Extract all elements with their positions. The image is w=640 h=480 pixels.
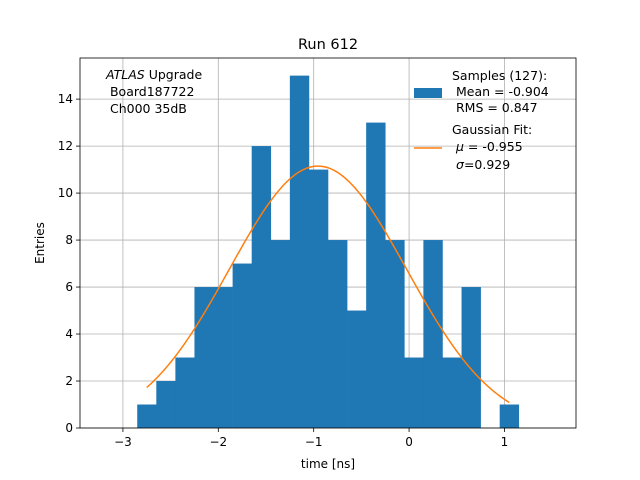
legend-samples-line-3: RMS = 0.847: [452, 100, 538, 115]
histogram-bar: [366, 122, 386, 428]
y-tick-label: 12: [58, 139, 73, 153]
histogram-bar: [251, 146, 272, 428]
y-tick-label: 8: [65, 233, 73, 247]
histogram-bar: [347, 310, 367, 428]
x-tick-label: 0: [405, 435, 413, 449]
annotation-line-3: Ch000 35dB: [106, 101, 187, 116]
histogram-bar: [499, 404, 520, 428]
histogram-bar: [232, 263, 252, 428]
atlas-annotation: ATLAS Upgrade Board187722 Ch000 35dB: [105, 67, 202, 116]
legend-samples-line-1: Samples (127):: [452, 68, 547, 83]
legend-samples-line-2: Mean = -0.904: [452, 84, 549, 99]
y-tick-label: 14: [58, 92, 73, 106]
annotation-line-2: Board187722: [106, 84, 194, 99]
y-tick-label: 6: [65, 280, 73, 294]
histogram-bar: [194, 287, 214, 428]
legend: Samples (127): Mean = -0.904 RMS = 0.847…: [414, 68, 549, 172]
y-axis-label: Entries: [33, 222, 47, 264]
histogram-bar: [175, 357, 195, 428]
chart-title: Run 612: [298, 37, 358, 53]
x-axis-label: time [ns]: [301, 457, 355, 471]
histogram-bar: [137, 404, 157, 428]
legend-fit-mu: μ = -0.955: [455, 139, 523, 154]
histogram-bar: [328, 240, 348, 428]
x-tick-label: −1: [305, 435, 323, 449]
y-tick-label: 2: [65, 374, 73, 388]
histogram-bar: [213, 287, 233, 428]
histogram-bar: [289, 75, 310, 428]
histogram-bars: [137, 75, 520, 429]
histogram-bar: [404, 357, 424, 428]
histogram-bar: [461, 287, 481, 428]
histogram-bar: [308, 169, 329, 429]
legend-samples-swatch: [414, 88, 442, 98]
y-tick-label: 0: [65, 421, 73, 435]
histogram-bar: [423, 240, 443, 428]
histogram-bar: [442, 357, 462, 428]
histogram-bar: [156, 381, 176, 428]
x-tick-label: −3: [114, 435, 132, 449]
legend-fit-sigma: σ=0.929: [456, 157, 510, 172]
gaussian-fit-curve: [146, 165, 510, 404]
plot-frame: [79, 57, 577, 429]
annotation-line-1: ATLAS Upgrade: [105, 67, 202, 82]
legend-fit-line-1: Gaussian Fit:: [452, 122, 532, 137]
y-tick-label: 10: [58, 186, 73, 200]
x-tick-label: 1: [501, 435, 509, 449]
x-tick-label: −2: [209, 435, 227, 449]
histogram-bar: [270, 240, 291, 428]
y-tick-label: 4: [65, 327, 73, 341]
histogram-bar: [385, 240, 405, 428]
